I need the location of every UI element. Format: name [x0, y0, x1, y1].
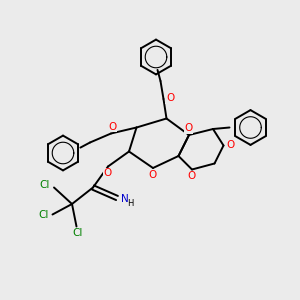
Text: Cl: Cl — [38, 209, 49, 220]
Text: O: O — [108, 122, 117, 132]
Text: Cl: Cl — [40, 180, 50, 190]
Text: Cl: Cl — [73, 228, 83, 238]
Text: O: O — [166, 93, 174, 103]
Text: O: O — [184, 123, 193, 134]
Text: H: H — [127, 200, 133, 208]
Text: O: O — [187, 171, 196, 181]
Text: O: O — [226, 140, 234, 150]
Text: O: O — [104, 168, 112, 178]
Text: O: O — [148, 169, 156, 180]
Text: N: N — [121, 194, 128, 205]
